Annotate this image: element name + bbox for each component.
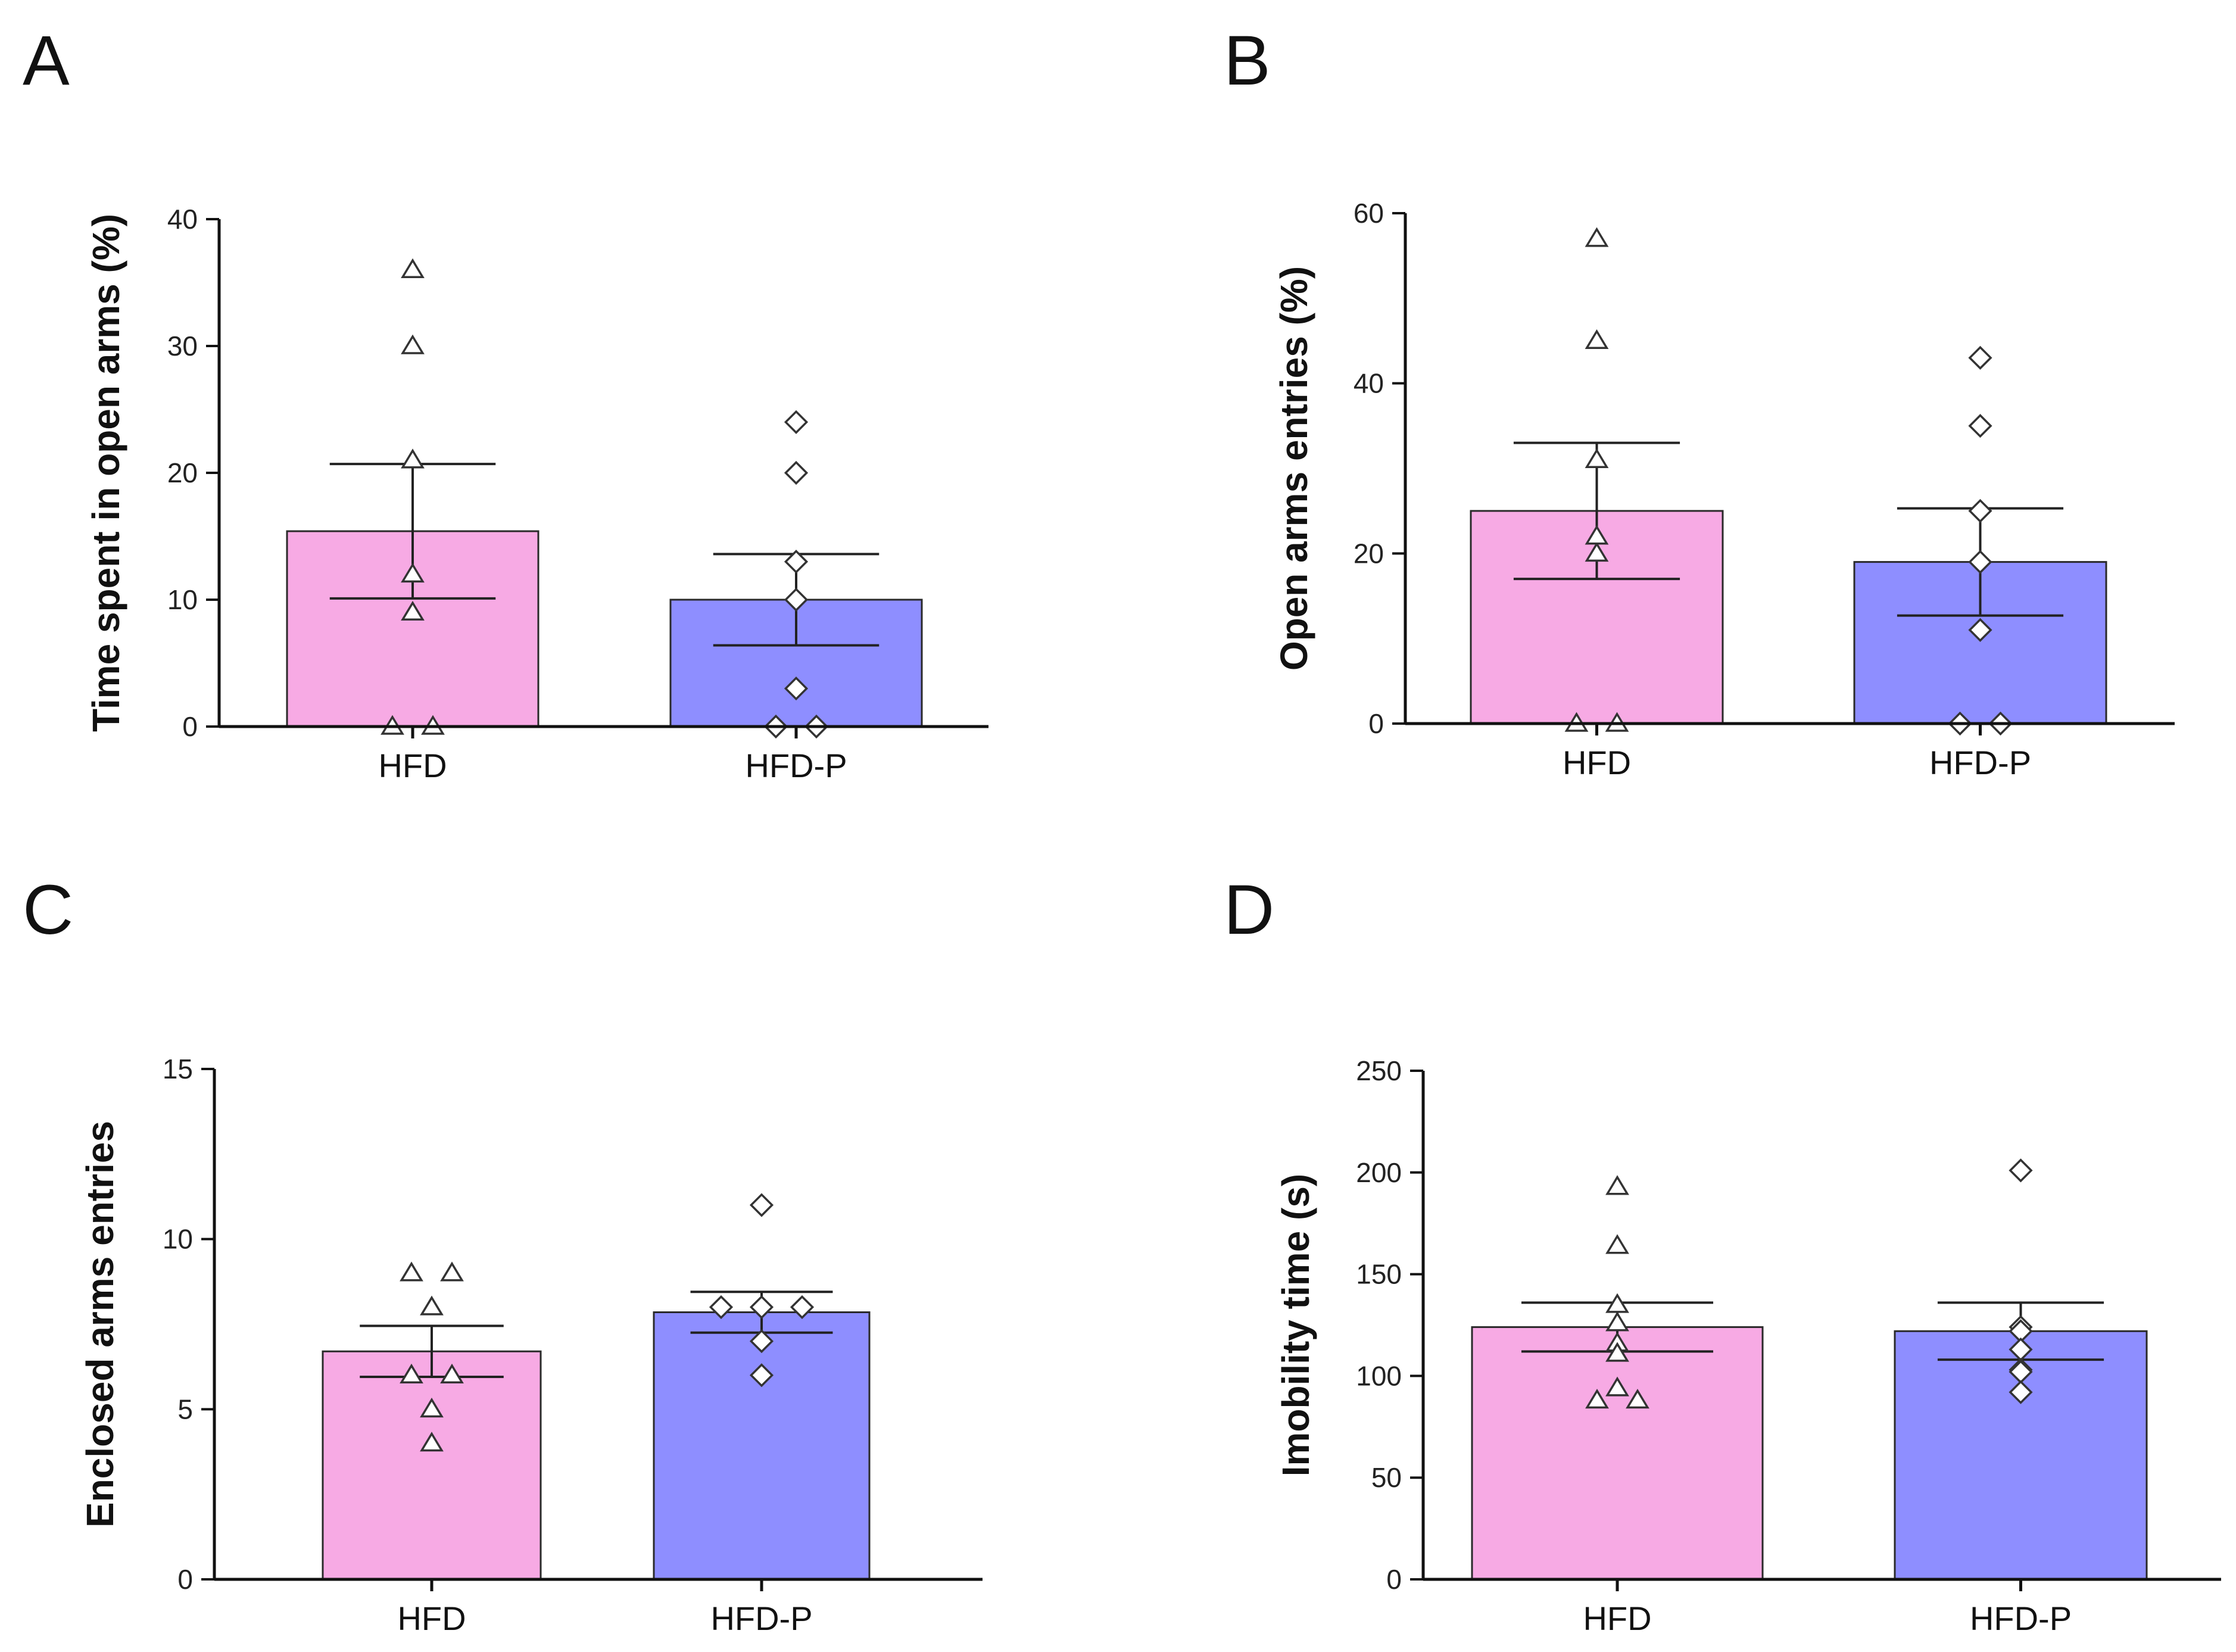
data-point-diamond (790, 1295, 815, 1320)
y-tick-label: 60 (1354, 198, 1384, 229)
data-point-triangle (401, 600, 425, 621)
data-point-diamond (1968, 498, 1992, 523)
data-point-triangle (1605, 1234, 1629, 1254)
y-tick-label: 0 (1368, 708, 1384, 739)
data-point-triangle (401, 258, 425, 278)
category-label: HFD (1563, 744, 1631, 781)
y-axis-label: Open arms entries (%) (1273, 266, 1315, 671)
y-tick-label: 40 (1354, 368, 1384, 399)
data-point-triangle (401, 448, 425, 469)
y-axis-label: Imobility time (s) (1274, 1174, 1317, 1477)
panel-letter: A (23, 21, 70, 100)
data-point-triangle (1605, 1342, 1629, 1362)
data-point-triangle (1626, 1388, 1649, 1409)
data-point-diamond (784, 410, 809, 434)
data-point-diamond (1968, 618, 1992, 642)
panel-c: C HFD HFD-P 0 5 10 15 Enclosed arms entries (23, 871, 983, 1637)
data-point-diamond (784, 587, 809, 612)
data-point-triangle (401, 562, 425, 583)
category-label: HFD-P (745, 747, 847, 784)
y-axis-label: Enclosed arms entries (79, 1121, 121, 1528)
data-point-diamond (1968, 550, 1992, 574)
data-point-diamond (1968, 414, 1992, 438)
category-label: HFD (397, 1600, 466, 1637)
panel-letter: B (1224, 21, 1271, 100)
data-point-triangle (1585, 227, 1609, 247)
y-tick-label: 15 (163, 1053, 193, 1084)
category-label: HFD (378, 747, 447, 784)
y-tick-label: 0 (182, 711, 198, 742)
data-point-diamond (749, 1295, 774, 1320)
bar-hfd-p (653, 1311, 871, 1581)
panel-d: D HFD HFD-P 0 50 100 150 200 250 Imobility time (… (1224, 871, 2221, 1637)
category-label: HFD-P (1929, 744, 2031, 781)
data-point-triangle (440, 1363, 464, 1383)
data-point-triangle (420, 1295, 444, 1316)
data-point-triangle (440, 1261, 464, 1282)
y-tick-label: 20 (167, 457, 198, 488)
panel-letter: D (1224, 871, 1274, 949)
y-tick-label: 100 (1356, 1360, 1402, 1391)
data-point-diamond (749, 1329, 774, 1354)
data-point-triangle (1585, 448, 1609, 468)
y-tick-label: 200 (1356, 1157, 1402, 1188)
data-point-triangle (1605, 1175, 1629, 1195)
data-point-triangle (400, 1363, 423, 1383)
y-tick-label: 0 (1386, 1564, 1402, 1595)
category-label: HFD-P (1970, 1600, 2072, 1637)
y-axis-label: Time spent in open arms (%) (85, 214, 127, 732)
data-point-diamond (2009, 1158, 2033, 1183)
data-point-triangle (1605, 1376, 1629, 1397)
data-point-diamond (749, 1193, 774, 1217)
data-point-diamond (1968, 345, 1992, 370)
y-tick-label: 40 (167, 204, 198, 235)
data-point-diamond (784, 677, 809, 701)
y-tick-label: 0 (177, 1564, 193, 1595)
data-point-diamond (784, 550, 809, 574)
data-point-triangle (1585, 1388, 1609, 1409)
category-label: HFD-P (710, 1600, 812, 1637)
data-point-triangle (401, 334, 425, 354)
y-tick-label: 10 (163, 1224, 193, 1255)
bar-hfd (322, 1350, 542, 1581)
panel-b: B HFD HFD-P 0 20 40 60 Open arms entries (%) (1224, 21, 2175, 781)
data-point-diamond (749, 1363, 774, 1388)
data-point-triangle (1605, 1311, 1629, 1332)
data-point-diamond (2009, 1380, 2033, 1404)
data-point-triangle (420, 1397, 444, 1418)
y-tick-label: 10 (167, 584, 198, 615)
panel-letter: C (23, 871, 73, 949)
data-point-diamond (784, 460, 809, 485)
data-point-diamond (709, 1295, 734, 1320)
y-tick-label: 20 (1354, 538, 1384, 569)
panel-a: A HFD HFD-P 0 10 20 30 40 Time spent in open arm… (23, 21, 988, 784)
category-label: HFD (1583, 1600, 1651, 1637)
y-tick-label: 30 (167, 331, 198, 361)
data-point-triangle (1585, 525, 1609, 545)
data-point-triangle (1585, 329, 1609, 349)
bar-hfd (1471, 1326, 1764, 1581)
y-tick-label: 5 (177, 1394, 193, 1425)
data-point-triangle (1585, 541, 1609, 562)
data-point-triangle (420, 1432, 444, 1452)
y-tick-label: 150 (1356, 1259, 1402, 1290)
data-point-triangle (400, 1261, 423, 1282)
y-tick-label: 50 (1371, 1462, 1402, 1493)
y-tick-label: 250 (1356, 1055, 1402, 1086)
